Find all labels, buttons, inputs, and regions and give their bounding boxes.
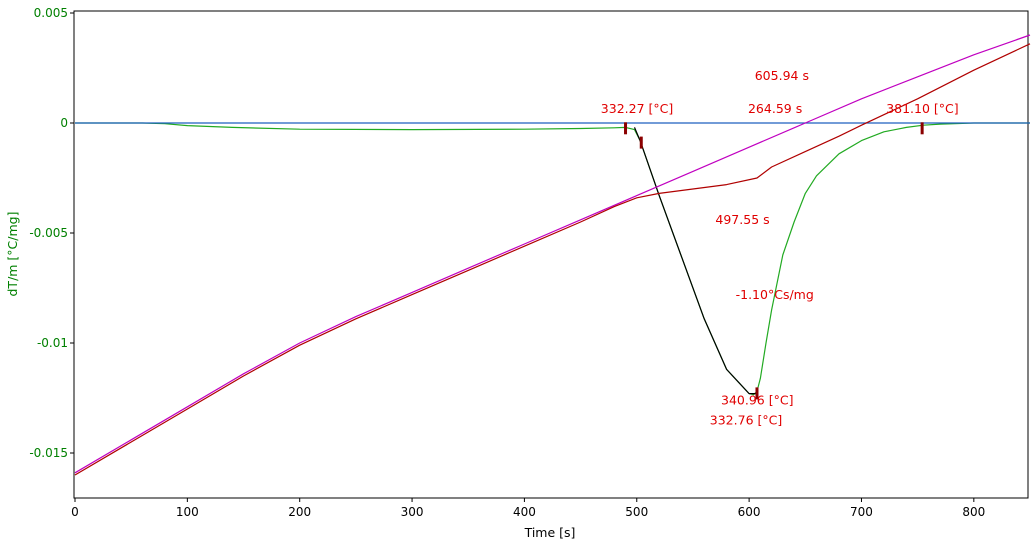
x-tick-label: 800	[962, 505, 985, 519]
x-tick-label: 700	[850, 505, 873, 519]
x-tick-label: 100	[176, 505, 199, 519]
y-axis-title: dT/m [°C/mg]	[5, 212, 20, 297]
x-axis-title: Time [s]	[524, 525, 576, 540]
series-line-4	[74, 34, 1031, 474]
series-layer	[74, 34, 1031, 476]
y-tick-label: 0.005	[34, 6, 68, 20]
annotation-layer: 605.94 s 332.27 [°C] 264.59 s 381.10 [°C] 49…	[601, 68, 959, 427]
x-tick-label: 600	[738, 505, 761, 519]
series-line-5	[74, 43, 1031, 476]
y-tick-label: -0.015	[29, 446, 68, 460]
series-line-2	[633, 127, 757, 395]
plot-area	[73, 10, 1029, 499]
x-tick-label: 0	[71, 505, 79, 519]
data-annotation: 332.27 [°C]	[601, 101, 673, 116]
data-annotation: 340.96 [°C]	[721, 393, 793, 408]
data-annotation: 381.10 [°C]	[886, 101, 958, 116]
x-tick-marks: 0 100 200 300 400 500 600 700 800	[71, 498, 985, 519]
y-tick-label: 0	[60, 116, 68, 130]
x-tick-label: 500	[625, 505, 648, 519]
point-marker	[624, 122, 628, 135]
x-tick-label: 300	[401, 505, 424, 519]
x-tick-label: 400	[513, 505, 536, 519]
point-marker	[920, 122, 924, 135]
data-annotation: 264.59 s	[748, 101, 802, 116]
x-tick-label: 200	[288, 505, 311, 519]
y-tick-label: -0.005	[29, 226, 68, 240]
y-tick-marks: 0.005 0 -0.005 -0.01 -0.015	[29, 6, 74, 460]
data-annotation: -1.10°Cs/mg	[736, 287, 814, 302]
data-annotation: 497.55 s	[715, 212, 769, 227]
point-marker	[755, 387, 759, 400]
y-tick-label: -0.01	[37, 336, 68, 350]
point-marker	[639, 136, 643, 149]
data-annotation: 605.94 s	[755, 68, 809, 83]
data-annotation: 332.76 [°C]	[710, 412, 782, 427]
marker-layer	[624, 122, 924, 400]
